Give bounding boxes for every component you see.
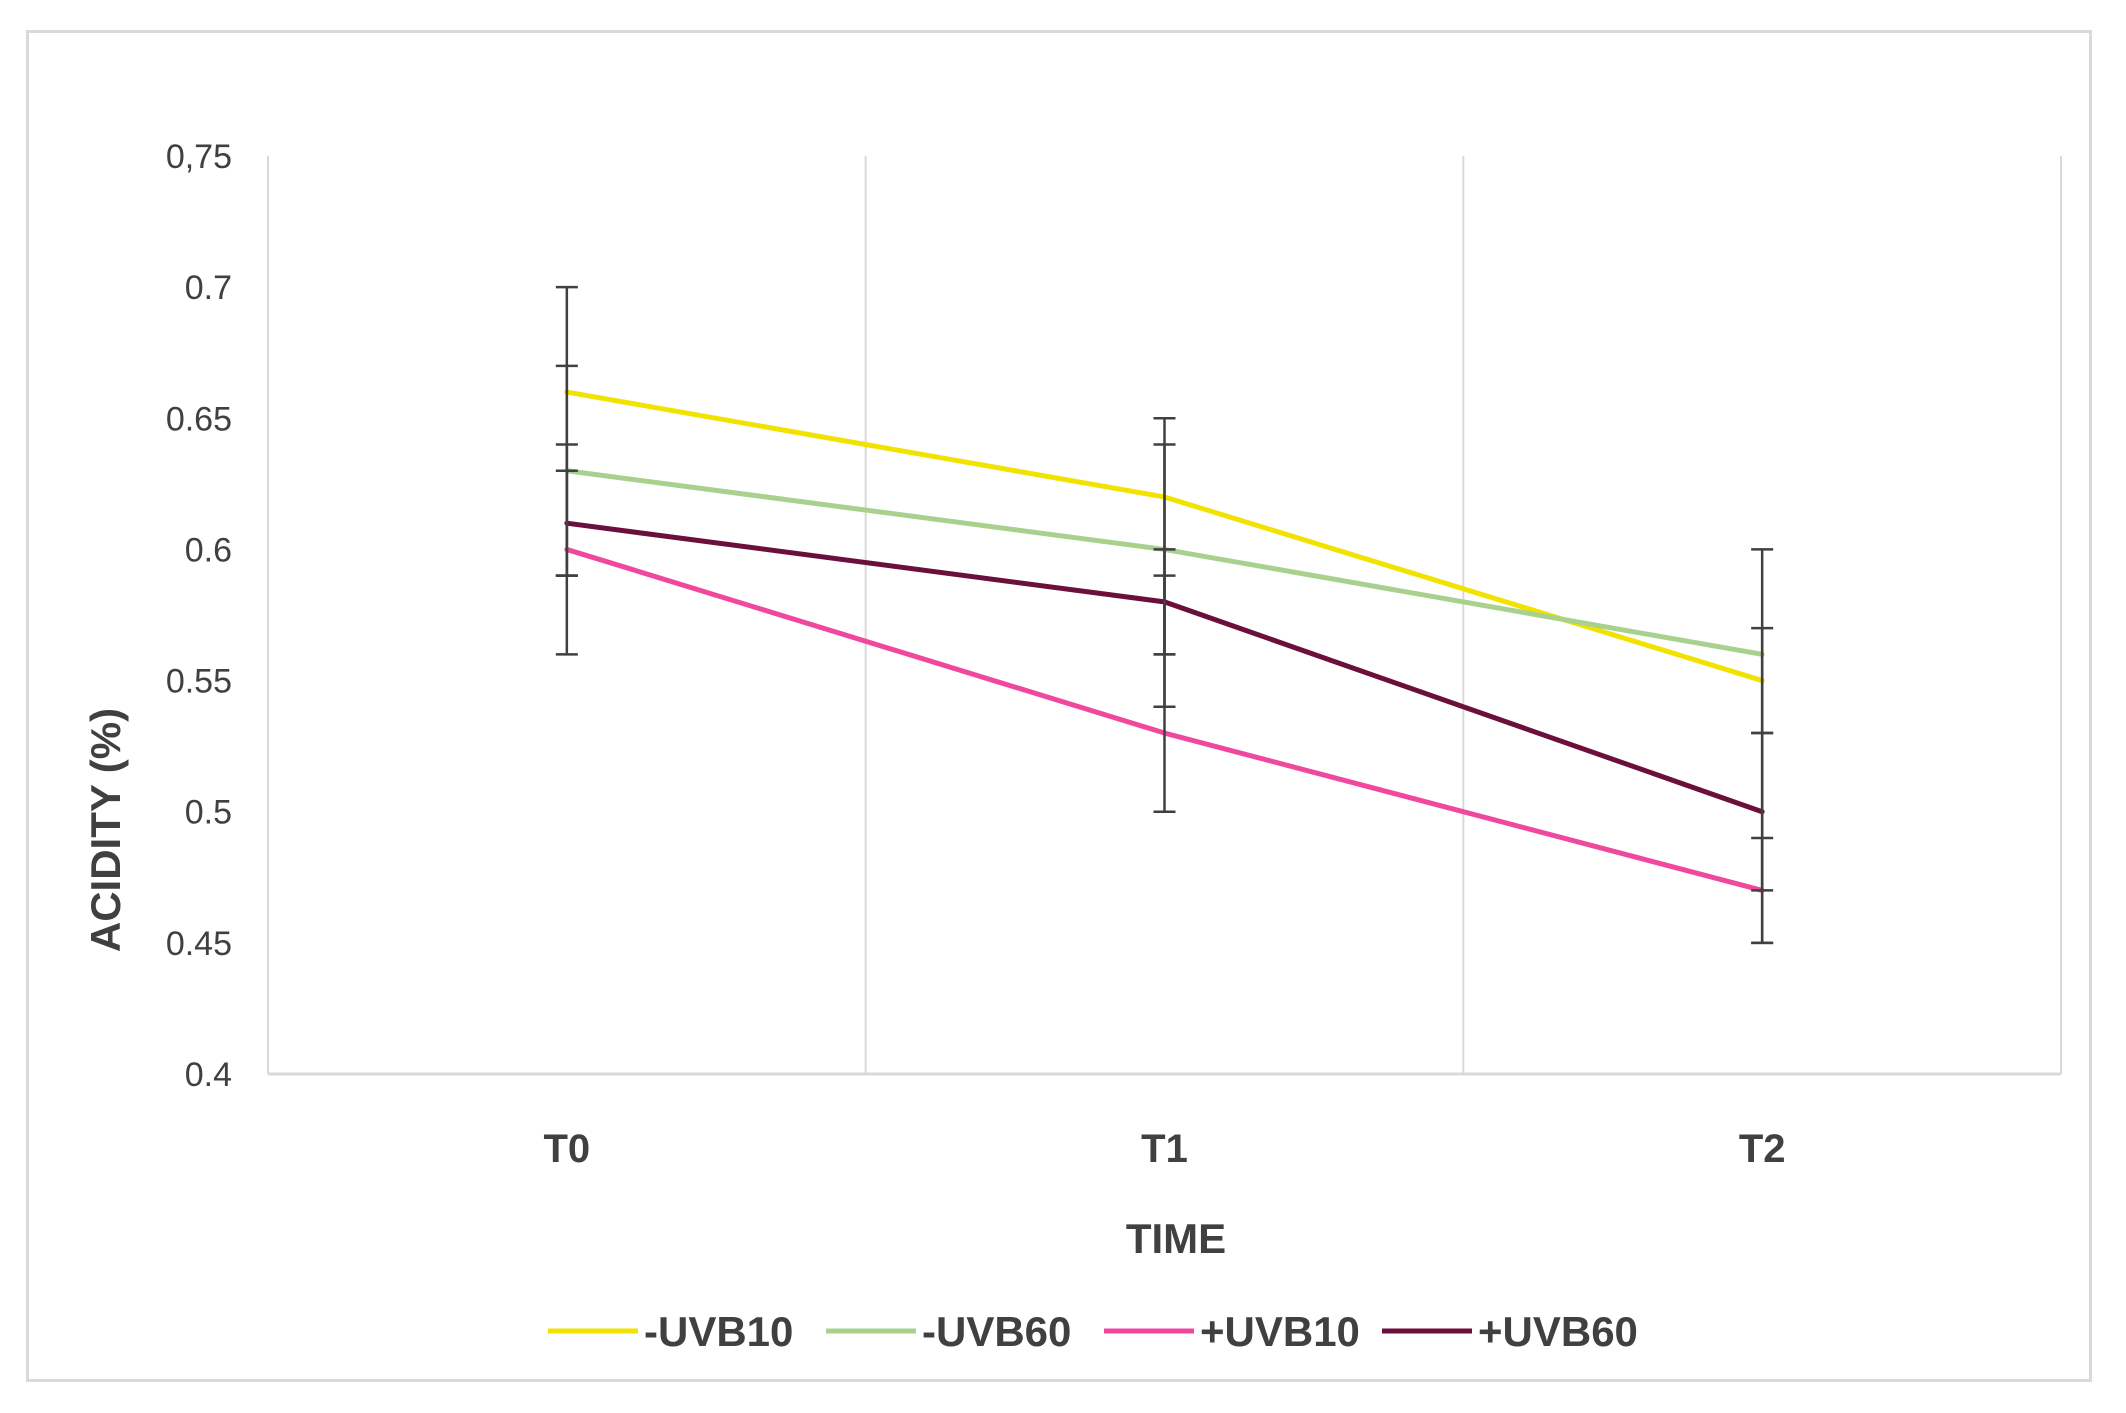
x-tick-label: T0 bbox=[543, 1127, 590, 1171]
y-tick-label: 0.45 bbox=[166, 925, 232, 963]
grid-layer bbox=[267, 156, 2062, 1074]
legend: -UVB10 -UVB60 +UVB10 +UVB60 bbox=[548, 1308, 1638, 1355]
y-tick-label: 0.5 bbox=[185, 794, 232, 832]
chart-frame bbox=[26, 30, 2092, 1382]
y-tick-label: 0.6 bbox=[185, 531, 232, 569]
y-tick-label: 0.4 bbox=[185, 1056, 232, 1094]
legend-label-uvb10: -UVB10 bbox=[644, 1308, 793, 1355]
y-tick-labels: 0.4 0.45 0.5 0.55 0.6 0.65 0.7 0,75 bbox=[166, 138, 232, 1094]
x-tick-label: T2 bbox=[1739, 1127, 1786, 1171]
legend-label-uvb60: +UVB60 bbox=[1478, 1308, 1638, 1355]
legend-label-uvb10: +UVB10 bbox=[1200, 1308, 1360, 1355]
y-tick-label: 0,75 bbox=[166, 138, 232, 176]
x-tick-label: T1 bbox=[1141, 1127, 1188, 1171]
legend-label-uvb60: -UVB60 bbox=[922, 1308, 1071, 1355]
y-tick-label: 0.7 bbox=[185, 269, 232, 307]
errorbar-layer bbox=[555, 285, 1774, 945]
y-tick-label: 0.65 bbox=[166, 400, 232, 438]
y-tick-label: 0.55 bbox=[166, 663, 232, 701]
y-axis-title: ACIDITY (%) bbox=[82, 708, 129, 952]
x-axis-title: TIME bbox=[1126, 1215, 1226, 1262]
x-tick-labels: T0 T1 T2 bbox=[543, 1127, 1785, 1171]
